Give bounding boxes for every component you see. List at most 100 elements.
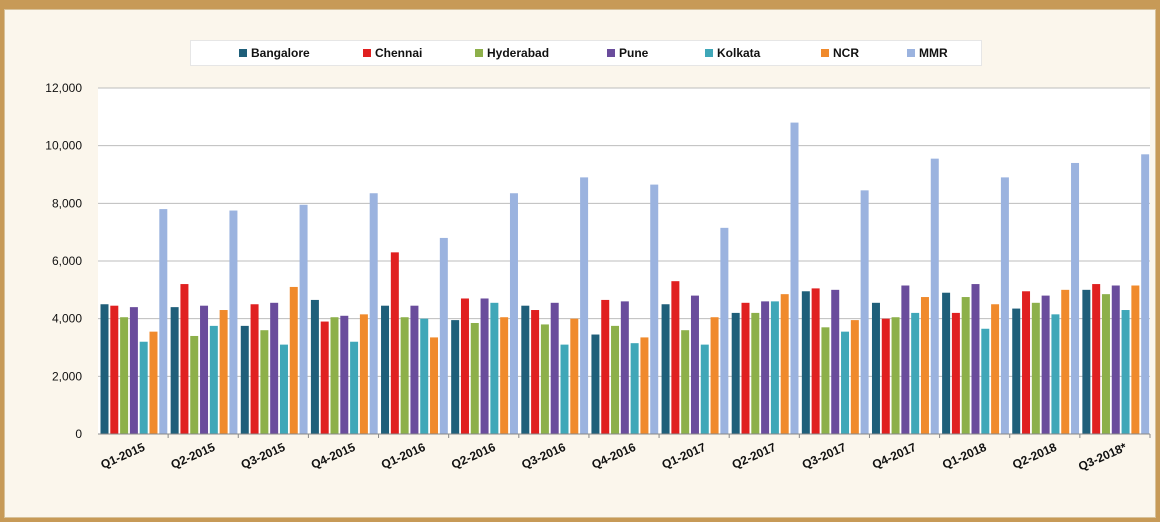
bar [901, 285, 910, 434]
bar [850, 320, 859, 434]
y-tick-label: 8,000 [52, 196, 82, 210]
bar [991, 304, 1000, 434]
bar [640, 337, 649, 434]
x-axis: Q1-2015 Q2-2015 Q3-2015 Q4-2015 Q1-2016 Q2-20… [98, 433, 1151, 474]
bar [260, 330, 269, 434]
bar [149, 331, 158, 434]
x-tick-label: Q3-2018* [1076, 440, 1129, 474]
bar [250, 304, 259, 434]
legend-swatch [239, 49, 247, 57]
bar [881, 318, 890, 434]
bar [219, 310, 228, 434]
bar [1022, 291, 1031, 434]
bar [1031, 302, 1040, 434]
bar [891, 317, 900, 434]
x-tick-label: Q3-2016 [519, 440, 568, 472]
bar [531, 310, 540, 434]
bar [731, 312, 740, 434]
bar [650, 184, 659, 434]
y-tick-label: 6,000 [52, 254, 82, 268]
bar [961, 297, 970, 434]
bar [911, 312, 920, 434]
legend-item-chennai: Chennai [363, 45, 422, 61]
bar [611, 325, 620, 434]
bar [681, 330, 690, 434]
x-tick-label: Q2-2015 [169, 440, 218, 472]
y-tick-label: 2,000 [52, 369, 82, 383]
legend-label: NCR [833, 46, 859, 60]
x-tick-label: Q1-2017 [660, 440, 709, 472]
bar [279, 344, 288, 434]
legend-label: Pune [619, 46, 649, 60]
y-tick-label: 10,000 [45, 139, 82, 153]
bar [1071, 162, 1080, 434]
bar [770, 301, 779, 434]
bar [410, 305, 419, 434]
bar [971, 284, 980, 434]
bar [490, 302, 499, 434]
bar [270, 302, 279, 434]
bar [509, 193, 518, 434]
bar [540, 324, 549, 434]
bar [661, 304, 670, 434]
bar [159, 209, 168, 434]
bar [200, 305, 209, 434]
x-tick-label: Q2-2016 [449, 440, 498, 472]
bar [1101, 294, 1110, 434]
bar [871, 302, 880, 434]
y-tick-label: 0 [75, 427, 82, 441]
legend-item-ncr: NCR [821, 45, 859, 61]
bar [601, 299, 610, 434]
bar [700, 344, 709, 434]
legend-swatch [363, 49, 371, 57]
bar [359, 314, 368, 434]
legend-swatch [607, 49, 615, 57]
bar [139, 341, 148, 434]
bar [761, 301, 770, 434]
bar [720, 227, 729, 434]
bar [1012, 308, 1021, 434]
bar [390, 252, 399, 434]
bar [690, 295, 699, 434]
bar [320, 321, 329, 434]
bar [299, 204, 308, 434]
bar [801, 291, 810, 434]
bar [340, 315, 349, 434]
y-tick-label: 4,000 [52, 312, 82, 326]
bar [981, 328, 990, 434]
bar [920, 297, 929, 434]
legend-swatch [821, 49, 829, 57]
bar [229, 210, 238, 434]
bar [430, 337, 439, 434]
bar [831, 289, 840, 434]
bar [400, 317, 409, 434]
bar [180, 284, 189, 434]
bar [560, 344, 569, 434]
bar [741, 302, 750, 434]
bar [550, 302, 559, 434]
bar [930, 158, 939, 434]
bar [580, 177, 589, 434]
x-tick-label: Q3-2015 [239, 440, 288, 472]
legend-item-hyderabad: Hyderabad [475, 45, 549, 61]
x-tick-label: Q1-2016 [379, 440, 428, 472]
bar [1092, 284, 1101, 434]
x-tick-label: Q2-2018 [1010, 440, 1059, 472]
bar [710, 317, 719, 434]
bar [439, 237, 448, 434]
legend-swatch [705, 49, 713, 57]
y-axis: 0 2,000 4,000 6,000 8,000 10,000 12,000 [45, 81, 82, 441]
y-tick-label: 12,000 [45, 81, 82, 95]
bar [780, 294, 789, 434]
bar [1141, 154, 1150, 435]
bar [1082, 289, 1091, 434]
bar [1041, 295, 1050, 434]
bar [460, 298, 469, 434]
x-tick-label: Q2-2017 [730, 440, 779, 472]
bar [1000, 177, 1009, 434]
x-tick-label: Q4-2016 [589, 440, 638, 472]
bar [100, 304, 109, 434]
bar [1131, 285, 1140, 434]
legend-item-pune: Pune [607, 45, 648, 61]
